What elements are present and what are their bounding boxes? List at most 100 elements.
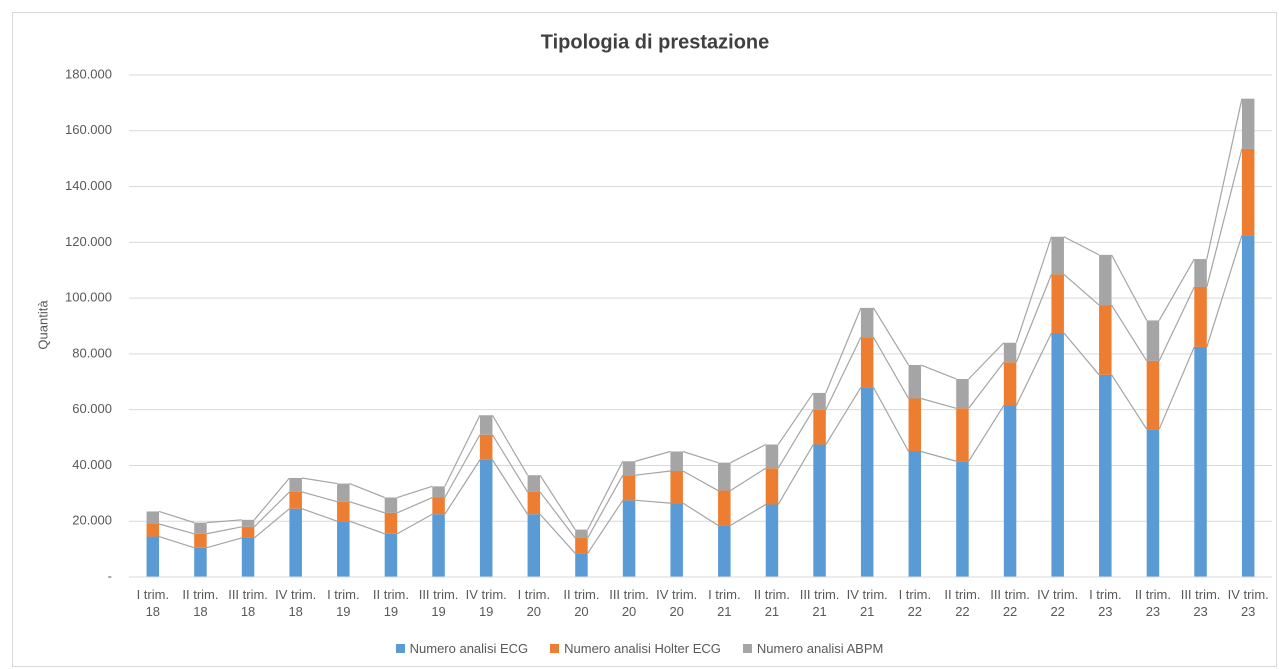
bar-segment (1241, 235, 1255, 577)
series-line (1015, 332, 1052, 406)
series-line (777, 409, 814, 469)
bar-segment (1241, 148, 1255, 236)
series-line (253, 508, 290, 539)
bar-segment (146, 536, 160, 577)
bar-segment (575, 529, 588, 538)
series-line (1063, 273, 1100, 306)
bar-segment (575, 537, 588, 554)
x-tick-label: IV trim. 21 (846, 587, 888, 619)
series-line (539, 474, 576, 530)
series-line (730, 467, 767, 492)
series-line (301, 477, 338, 485)
y-tick-label: 180.000 (65, 66, 112, 81)
y-tick-label: 120.000 (65, 234, 112, 249)
series-line (635, 499, 671, 504)
series-line (968, 342, 1005, 380)
y-tick-label: 80.000 (72, 345, 112, 360)
bar-segment (241, 537, 255, 577)
bar-segment (146, 511, 160, 525)
series-line (920, 397, 957, 409)
bar-segment (1099, 305, 1112, 375)
bar-segment (956, 461, 969, 577)
bar-segment (527, 475, 541, 492)
bar-segment (479, 415, 493, 435)
bar-segment (622, 500, 636, 577)
series-line (206, 519, 242, 524)
bar-segment (1146, 320, 1160, 361)
bar-segment (1194, 286, 1207, 347)
series-line (777, 392, 814, 445)
bar-segment (670, 503, 683, 577)
x-tick-label: III trim. 23 (1180, 587, 1221, 619)
series-line (872, 307, 910, 366)
chart-title: Tipologia di prestazione (541, 31, 770, 53)
series-line (1015, 274, 1052, 363)
series-line (635, 450, 671, 462)
y-tick-label: 20.000 (72, 513, 112, 528)
y-tick-label: 60.000 (72, 401, 112, 416)
series-line (444, 434, 481, 498)
x-tick-label: II trim. 20 (563, 587, 600, 619)
y-tick-label: 100.000 (65, 290, 112, 305)
bar-segment (241, 519, 255, 527)
bar-segment (956, 378, 969, 409)
series-line (682, 470, 719, 492)
legend: Numero analisi ECG Numero analisi Holter … (0, 641, 1279, 656)
x-tick-label: I trim. 23 (1089, 587, 1122, 619)
bar-segment (860, 337, 874, 388)
series-line (1111, 304, 1148, 362)
bar-segment (384, 497, 398, 513)
series-line (539, 491, 576, 539)
x-tick-label: I trim. 21 (708, 587, 741, 619)
bar-segment (1003, 342, 1017, 363)
bar-segment (1241, 98, 1255, 149)
x-tick-label: II trim. 22 (944, 587, 981, 619)
series-line (253, 477, 290, 521)
bar-segment (289, 508, 302, 577)
y-axis-label: Quantità (35, 300, 50, 350)
series-line (825, 307, 862, 394)
series-line (491, 414, 529, 476)
x-tick-label: IV trim. 18 (275, 587, 317, 619)
x-tick-label: I trim. 19 (327, 587, 360, 619)
bar-segment (289, 491, 302, 509)
series-line (301, 491, 338, 503)
bar-segment (1194, 346, 1207, 577)
bar-segment (1099, 254, 1112, 306)
series-line (587, 499, 624, 554)
series-line (349, 483, 385, 499)
series-line (825, 336, 862, 410)
series-line (1206, 98, 1243, 260)
legend-item: Numero analisi ECG (395, 641, 528, 656)
x-tick-label: II trim. 23 (1134, 587, 1171, 619)
series-line (730, 503, 766, 526)
x-tick-label: IV trim. 23 (1227, 587, 1269, 619)
series-line (730, 443, 766, 464)
series-line (397, 485, 433, 499)
y-tick-label: 140.000 (65, 178, 112, 193)
bar-segment (813, 392, 826, 410)
bar-segment (860, 307, 874, 338)
bar-segment (670, 451, 683, 472)
bar-segment (1146, 429, 1160, 577)
y-tick-label: 40.000 (72, 457, 112, 472)
x-tick-label: III trim. 22 (990, 587, 1030, 619)
series-line (158, 535, 195, 549)
bar-segment (718, 525, 731, 577)
y-tick-label: 160.000 (65, 122, 112, 137)
legend-item: Numero analisi ABPM (742, 641, 883, 656)
series-line (920, 450, 957, 462)
x-tick-label: III trim. 19 (418, 587, 459, 619)
x-tick-label: III trim. 20 (609, 587, 649, 619)
bar-segment (527, 514, 541, 577)
bar-segment (765, 444, 779, 469)
bar-segment (384, 533, 398, 577)
series-line (1063, 332, 1100, 376)
series-line (825, 387, 862, 445)
series-line (539, 513, 576, 554)
series-line (301, 508, 338, 522)
bar-segment (1051, 236, 1064, 275)
bar-segment (384, 512, 398, 534)
bar-segment (1051, 274, 1064, 333)
